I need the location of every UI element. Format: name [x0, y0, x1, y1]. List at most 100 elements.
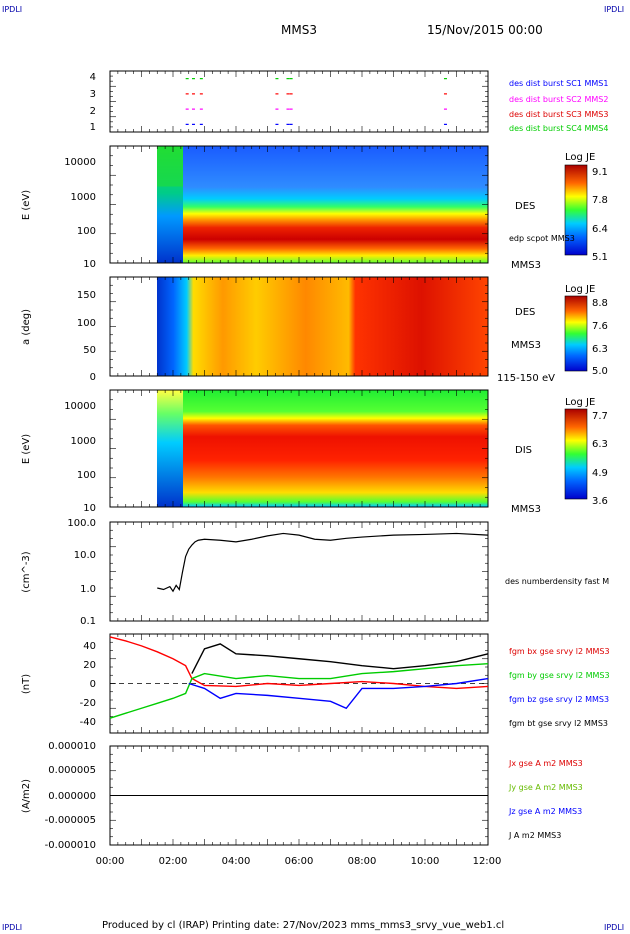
burst-mark — [191, 123, 195, 125]
field-line — [109, 663, 489, 719]
xtick-label: 02:00 — [159, 856, 188, 867]
colorbar-tick: 7.6 — [592, 321, 608, 332]
colorbar-title: Log JE — [565, 284, 595, 295]
density-line — [157, 532, 489, 593]
legend-bt: fgm bt gse srvy l2 MMS3 — [509, 719, 608, 728]
burst-mark — [199, 108, 203, 110]
ytick-label: 100 — [77, 470, 96, 481]
des-pitch-fill — [157, 277, 488, 376]
legend-jy: Jy gse A m2 MMS3 — [508, 783, 583, 792]
burst-mark — [286, 108, 290, 110]
burst-mark — [443, 123, 447, 125]
colorbar-tick: 9.1 — [592, 167, 608, 178]
legend-bz: fgm bz gse srvy l2 MMS3 — [509, 695, 609, 704]
burst-mark — [185, 78, 189, 80]
ytick-label: 10000 — [64, 401, 96, 412]
burst-mark — [199, 93, 203, 95]
ytick-label: 10.0 — [74, 550, 96, 561]
colorbar-des-energy: Log JE 9.1 7.8 6.4 5.1 — [564, 152, 608, 263]
burst-mark — [275, 108, 279, 110]
dis-energy-early-segment — [157, 390, 183, 507]
ytick-label: 100.0 — [67, 518, 96, 529]
label-sc-des-energy: MMS3 — [511, 260, 541, 271]
burst-mark — [443, 93, 447, 95]
ytick-label: 1.0 — [80, 584, 96, 595]
label-sc-des-pitch: MMS3 — [511, 340, 541, 351]
legend-by: fgm by gse srvy l2 MMS3 — [509, 671, 610, 680]
ytick-label: 40 — [83, 641, 96, 652]
burst-mark — [185, 123, 189, 125]
ylabel-dis-energy: E (eV) — [21, 434, 32, 464]
xtick-label: 12:00 — [473, 856, 502, 867]
ytick-label: -0.000010 — [45, 840, 96, 851]
dis-energy-main-segment — [183, 390, 488, 507]
ylabel-field: (nT) — [21, 674, 32, 694]
burst-mark — [275, 93, 279, 95]
colorbar-dis-energy: Log JE 7.7 6.3 4.9 3.6 — [564, 397, 608, 507]
ytick-label: 1 — [90, 122, 96, 133]
legend-j: J A m2 MMS3 — [508, 831, 561, 840]
legend-burst-mms3: des dist burst SC3 MMS3 — [509, 110, 608, 119]
ytick-label: -0.000005 — [45, 815, 96, 826]
label-overlay-scpot: edp scpot MMS3 — [509, 234, 575, 243]
burst-marks — [185, 78, 447, 125]
footer-text: Produced by cl (IRAP) Printing date: 27/… — [102, 920, 504, 931]
spacecraft-title: MMS3 — [281, 23, 317, 37]
ytick-label: 10 — [83, 259, 96, 270]
colorbar-tick: 5.0 — [592, 366, 608, 377]
des-energy-early-highband — [157, 146, 183, 187]
colorbar-tick: 3.6 — [592, 496, 608, 507]
label-instrument-dis: DIS — [515, 445, 532, 456]
colorbar-tick: 7.8 — [592, 195, 608, 206]
axis-ticks — [109, 70, 489, 846]
ylabel-des-energy: E (eV) — [21, 190, 32, 220]
burst-panel-frame — [109, 70, 489, 133]
burst-mark — [191, 108, 195, 110]
ytick-label: -40 — [80, 717, 96, 728]
label-energy-range: 115-150 eV — [497, 373, 555, 384]
ytick-label: 100 — [77, 318, 96, 329]
legend-burst-mms2: des dist burst SC2 MMS2 — [509, 95, 608, 104]
xtick-label: 00:00 — [96, 856, 125, 867]
date-title: 15/Nov/2015 00:00 — [427, 23, 543, 37]
legend-jx: Jx gse A m2 MMS3 — [508, 759, 583, 768]
colorbar-tick: 4.9 — [592, 468, 608, 479]
ytick-label: 0.000010 — [48, 741, 96, 752]
field-line — [109, 636, 489, 690]
burst-mark — [185, 93, 189, 95]
ytick-label: 0.1 — [80, 616, 96, 627]
burst-mark — [443, 78, 447, 80]
ytick-label: 0.000000 — [48, 791, 96, 802]
ytick-label: 10 — [83, 503, 96, 514]
burst-mark — [443, 108, 447, 110]
burst-mark — [275, 123, 279, 125]
ytick-label: 4 — [90, 72, 96, 83]
xtick-label: 06:00 — [285, 856, 314, 867]
colorbar-tick: 6.3 — [592, 439, 608, 450]
burst-mark — [185, 108, 189, 110]
burst-mark — [289, 108, 293, 110]
label-sc-dis: MMS3 — [511, 504, 541, 515]
density-panel-frame — [109, 521, 489, 622]
legend-bx: fgm bx gse srvy l2 MMS3 — [509, 647, 610, 656]
burst-mark — [286, 123, 290, 125]
ytick-label: 0 — [90, 372, 96, 383]
ytick-label: 20 — [83, 660, 96, 671]
burst-mark — [199, 123, 203, 125]
burst-mark — [199, 78, 203, 80]
field-line — [191, 643, 489, 674]
corner-label-top-left: IPDLI — [2, 5, 22, 14]
des-energy-main-segment — [183, 146, 488, 263]
ylabel-density: (cm^-3) — [21, 551, 32, 592]
colorbar-tick: 7.7 — [592, 411, 608, 422]
colorbar-tick: 6.3 — [592, 344, 608, 355]
colorbar-tick: 5.1 — [592, 252, 608, 263]
ytick-label: -20 — [80, 698, 96, 709]
label-instrument-des: DES — [515, 201, 535, 212]
corner-label-bottom-left: IPDLI — [2, 923, 22, 932]
legend-burst-mms1: des dist burst SC1 MMS1 — [509, 79, 608, 88]
ytick-label: 0 — [90, 679, 96, 690]
ytick-label: 100 — [77, 226, 96, 237]
corner-label-top-right: IPDLI — [604, 5, 624, 14]
